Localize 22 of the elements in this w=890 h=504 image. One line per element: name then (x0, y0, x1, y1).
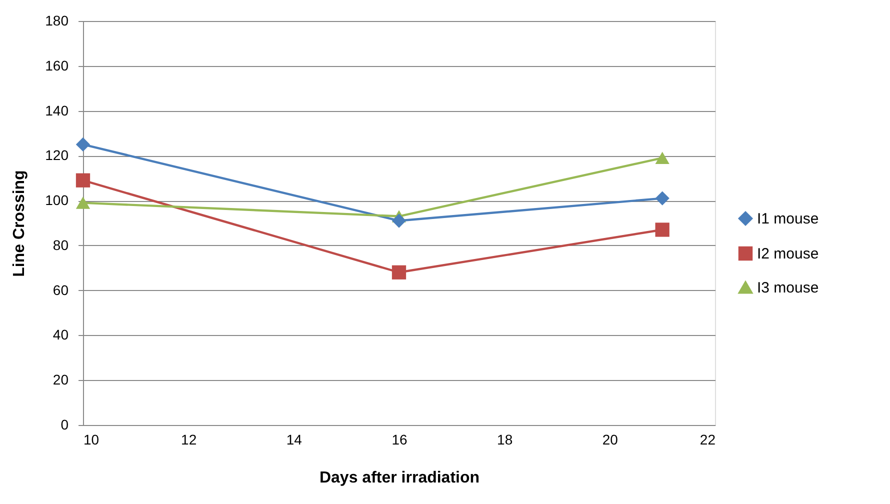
y-axis-title: Line Crossing (11, 170, 28, 277)
x-tick-label: 22 (700, 432, 716, 448)
legend-label: I2 mouse (757, 246, 819, 262)
y-tick-label: 160 (45, 57, 69, 74)
legend-label: I1 mouse (757, 210, 819, 228)
x-tick-label: 18 (497, 432, 513, 448)
y-tick-label: 80 (52, 236, 69, 253)
y-tick-label: 100 (45, 192, 69, 208)
x-tick-label: 14 (286, 432, 302, 448)
legend-label: I3 mouse (757, 280, 819, 296)
x-tick-label: 20 (602, 432, 618, 448)
y-tick-label: 60 (52, 282, 69, 298)
y-tick-label: 180 (45, 12, 69, 28)
y-tick-label: 20 (52, 372, 69, 388)
x-axis-title: Days after irradiation (319, 470, 480, 486)
x-tick-label: 16 (392, 432, 408, 448)
y-tick-label: 140 (45, 102, 69, 118)
y-tick-label: 40 (52, 326, 69, 343)
x-tick-label: 12 (181, 432, 197, 448)
y-tick-label: 0 (60, 416, 69, 432)
y-tick-label: 120 (45, 147, 69, 164)
x-tick-label: 10 (84, 432, 100, 448)
